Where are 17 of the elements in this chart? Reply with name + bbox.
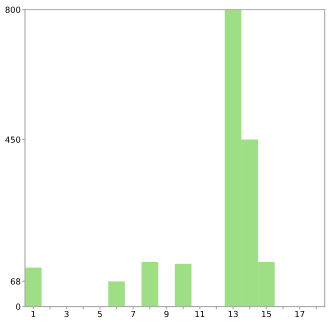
y-tick-label: 450: [5, 136, 20, 143]
x-tick-label: 11: [195, 310, 204, 318]
x-tick-label: 5: [98, 310, 102, 318]
bar: [24, 268, 42, 307]
bar: [108, 281, 125, 307]
y-tick-label: 68: [10, 278, 20, 285]
x-tick-label: 17: [295, 310, 304, 318]
x-tick-label: 9: [164, 310, 169, 318]
x-tick-label: 15: [262, 310, 271, 318]
x-tick-label: 13: [228, 310, 238, 318]
x-tick-label: 3: [64, 310, 69, 318]
y-tick-label: 800: [5, 6, 20, 13]
y-tick-label: 0: [16, 304, 20, 310]
bar: [174, 264, 192, 307]
bar: [142, 262, 158, 307]
x-tick-label: 1: [32, 310, 36, 318]
x-tick-label: 7: [131, 310, 136, 318]
